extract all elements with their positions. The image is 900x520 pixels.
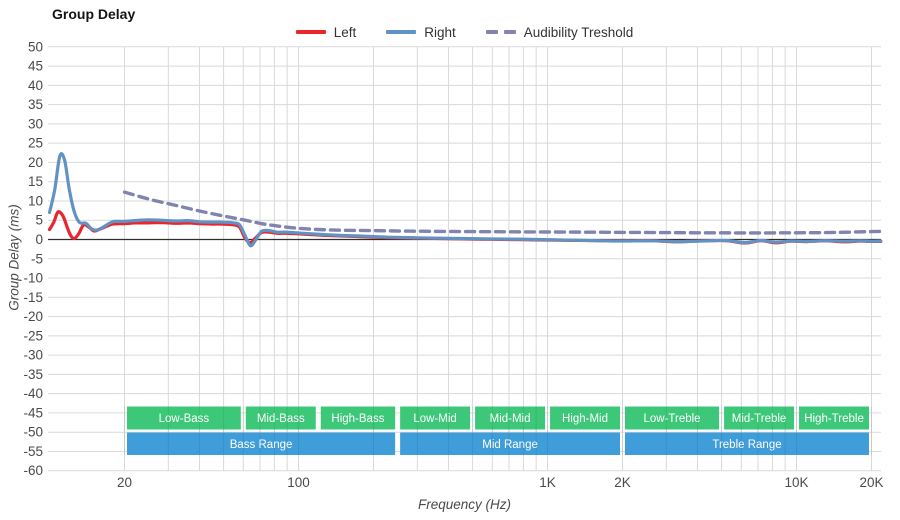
chart-title: Group Delay <box>52 6 136 22</box>
band-gridline-overlay <box>124 406 872 455</box>
band-mid-treble-label: Mid-Treble <box>732 413 787 425</box>
y-tick-label-35: 35 <box>28 97 43 112</box>
band-mid-mid-label: Mid-Mid <box>490 413 531 425</box>
y-tick-label-5: 5 <box>35 213 43 228</box>
band-high-bass <box>320 406 396 430</box>
series-audibility-treshold-path <box>122 190 883 235</box>
y-tick-label--10: -10 <box>23 271 43 286</box>
x-tick-label-20K: 20K <box>859 475 883 490</box>
band-low-mid-label: Low-Mid <box>413 413 456 425</box>
x-tick-label-10K: 10K <box>785 475 809 490</box>
band-treble-range <box>625 432 869 455</box>
band-mid-mid <box>475 406 546 430</box>
x-tick-label-1K: 1K <box>539 475 556 490</box>
band-mid-range <box>400 432 620 455</box>
y-tick-label--30: -30 <box>23 348 43 363</box>
series-right-path <box>47 152 883 248</box>
x-tick-labels: 20 100 1K 2K 10K 20K <box>117 475 884 490</box>
band-high-bass-label: High-Bass <box>331 413 384 425</box>
legend-item-left: Left <box>295 24 357 40</box>
band-low-treble <box>625 406 720 430</box>
sub-range-bands: Low-Bass Mid-Bass High-Bass Low-Mid Mid-Mid H… <box>127 406 869 430</box>
band-high-treble-label: High-Treble <box>804 413 864 425</box>
band-treble-range-label: Treble Range <box>712 439 781 451</box>
y-tick-label--35: -35 <box>23 367 43 382</box>
y-tick-labels: 50454035302520151050-5-10-15-20-25-30-35… <box>23 39 43 478</box>
y-tick-label--45: -45 <box>23 405 43 420</box>
legend-label-right: Right <box>424 24 456 40</box>
left-line-swatch-icon <box>295 30 326 34</box>
y-axis-title: Group Delay (ms) <box>6 204 22 311</box>
band-high-mid <box>550 406 620 430</box>
band-mid-treble <box>724 406 795 430</box>
legend-item-threshold: Audibility Treshold <box>485 24 634 40</box>
x-axis-title: Frequency (Hz) <box>417 497 512 512</box>
y-tick-label-40: 40 <box>28 78 43 93</box>
y-tick-label-10: 10 <box>28 193 43 208</box>
y-tick-label--50: -50 <box>23 425 43 440</box>
y-gridlines <box>48 46 881 472</box>
x-gridlines <box>124 46 872 471</box>
band-low-treble-label: Low-Treble <box>643 413 700 425</box>
threshold-dashed-swatch-icon <box>485 30 516 34</box>
y-tick-label-15: 15 <box>28 174 43 189</box>
band-mid-bass <box>245 406 316 430</box>
right-line-swatch-icon <box>386 30 417 34</box>
y-tick-label--55: -55 <box>23 444 43 459</box>
band-low-mid <box>400 406 471 430</box>
y-tick-label--5: -5 <box>31 251 43 266</box>
legend-label-left: Left <box>333 24 357 40</box>
y-tick-label--40: -40 <box>23 386 43 401</box>
y-tick-label-0: 0 <box>35 232 43 247</box>
band-low-bass-label: Low-Bass <box>159 413 210 425</box>
band-high-mid-label: High-Mid <box>562 413 608 425</box>
band-bass-range-label: Bass Range <box>230 439 293 451</box>
main-range-bands: Bass Range Mid Range Treble Range <box>127 432 869 455</box>
band-low-bass <box>127 406 241 430</box>
x-tick-label-2K: 2K <box>614 475 631 490</box>
y-tick-label-50: 50 <box>28 39 43 54</box>
y-tick-label--15: -15 <box>23 290 43 305</box>
legend-item-right: Right <box>386 25 456 40</box>
x-tick-label-20: 20 <box>117 475 132 490</box>
y-tick-label-25: 25 <box>28 136 43 151</box>
band-mid-range-label: Mid Range <box>482 439 538 451</box>
y-tick-label--60: -60 <box>23 463 43 478</box>
y-tick-label-30: 30 <box>28 116 43 131</box>
y-tick-label-45: 45 <box>28 59 43 74</box>
chart-legend: Left Right Audibility Treshold <box>48 24 881 40</box>
x-tick-label-100: 100 <box>287 475 310 490</box>
band-mid-bass-label: Mid-Bass <box>257 413 305 425</box>
legend-label-threshold: Audibility Treshold <box>523 24 634 40</box>
y-tick-label-20: 20 <box>28 155 43 170</box>
band-bass-range <box>127 432 396 455</box>
band-high-treble <box>799 406 869 430</box>
y-tick-label--25: -25 <box>23 328 43 343</box>
y-tick-label--20: -20 <box>23 309 43 324</box>
